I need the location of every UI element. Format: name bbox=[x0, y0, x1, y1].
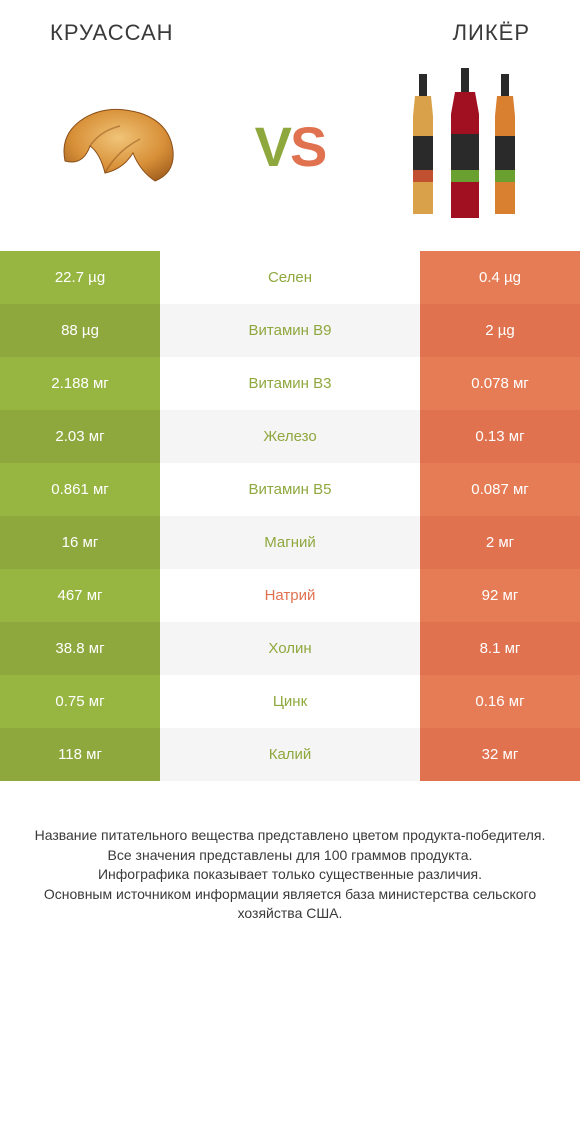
table-row: 2.03 мгЖелезо0.13 мг bbox=[0, 410, 580, 463]
right-value-cell: 2 мг bbox=[420, 516, 580, 569]
nutrient-name-cell: Витамин B5 bbox=[160, 463, 420, 516]
right-value-cell: 0.4 µg bbox=[420, 251, 580, 304]
left-value-cell: 16 мг bbox=[0, 516, 160, 569]
footer-notes: Название питательного вещества представл… bbox=[0, 781, 580, 954]
liqueur-image bbox=[390, 71, 540, 221]
right-value-cell: 0.087 мг bbox=[420, 463, 580, 516]
left-value-cell: 0.861 мг bbox=[0, 463, 160, 516]
nutrient-name-cell: Селен bbox=[160, 251, 420, 304]
footer-line-1: Название питательного вещества представл… bbox=[22, 826, 558, 846]
table-row: 467 мгНатрий92 мг bbox=[0, 569, 580, 622]
infographic-container: КРУАССАН ЛИКЁР VS bbox=[0, 0, 580, 954]
left-product-title: КРУАССАН bbox=[50, 20, 174, 46]
right-value-cell: 32 мг bbox=[420, 728, 580, 781]
footer-line-3: Инфографика показывает только существенн… bbox=[22, 865, 558, 885]
nutrient-name-cell: Витамин B3 bbox=[160, 357, 420, 410]
nutrient-name-cell: Магний bbox=[160, 516, 420, 569]
vs-label: VS bbox=[255, 114, 326, 179]
right-product-title: ЛИКЁР bbox=[453, 20, 530, 46]
nutrient-name-cell: Натрий bbox=[160, 569, 420, 622]
right-value-cell: 0.16 мг bbox=[420, 675, 580, 728]
left-value-cell: 88 µg bbox=[0, 304, 160, 357]
header-row: КРУАССАН ЛИКЁР bbox=[0, 0, 580, 56]
left-value-cell: 22.7 µg bbox=[0, 251, 160, 304]
right-value-cell: 8.1 мг bbox=[420, 622, 580, 675]
croissant-icon bbox=[45, 91, 185, 201]
table-row: 2.188 мгВитамин B30.078 мг bbox=[0, 357, 580, 410]
nutrient-table: 22.7 µgСелен0.4 µg88 µgВитамин B92 µg2.1… bbox=[0, 251, 580, 781]
left-value-cell: 118 мг bbox=[0, 728, 160, 781]
table-row: 0.861 мгВитамин B50.087 мг bbox=[0, 463, 580, 516]
left-value-cell: 2.03 мг bbox=[0, 410, 160, 463]
right-value-cell: 0.078 мг bbox=[420, 357, 580, 410]
nutrient-name-cell: Железо bbox=[160, 410, 420, 463]
table-row: 16 мгМагний2 мг bbox=[0, 516, 580, 569]
nutrient-name-cell: Витамин B9 bbox=[160, 304, 420, 357]
left-value-cell: 467 мг bbox=[0, 569, 160, 622]
images-row: VS bbox=[0, 56, 580, 251]
nutrient-name-cell: Цинк bbox=[160, 675, 420, 728]
table-row: 0.75 мгЦинк0.16 мг bbox=[0, 675, 580, 728]
left-value-cell: 2.188 мг bbox=[0, 357, 160, 410]
footer-line-4: Основным источником информации является … bbox=[22, 885, 558, 924]
right-value-cell: 0.13 мг bbox=[420, 410, 580, 463]
croissant-image bbox=[40, 71, 190, 221]
table-row: 22.7 µgСелен0.4 µg bbox=[0, 251, 580, 304]
vs-v-letter: V bbox=[255, 115, 290, 178]
left-value-cell: 38.8 мг bbox=[0, 622, 160, 675]
nutrient-name-cell: Калий bbox=[160, 728, 420, 781]
vs-s-letter: S bbox=[290, 115, 325, 178]
table-row: 88 µgВитамин B92 µg bbox=[0, 304, 580, 357]
table-row: 118 мгКалий32 мг bbox=[0, 728, 580, 781]
bottles-icon bbox=[405, 66, 525, 226]
nutrient-name-cell: Холин bbox=[160, 622, 420, 675]
left-value-cell: 0.75 мг bbox=[0, 675, 160, 728]
footer-line-2: Все значения представлены для 100 граммо… bbox=[22, 846, 558, 866]
right-value-cell: 92 мг bbox=[420, 569, 580, 622]
right-value-cell: 2 µg bbox=[420, 304, 580, 357]
table-row: 38.8 мгХолин8.1 мг bbox=[0, 622, 580, 675]
